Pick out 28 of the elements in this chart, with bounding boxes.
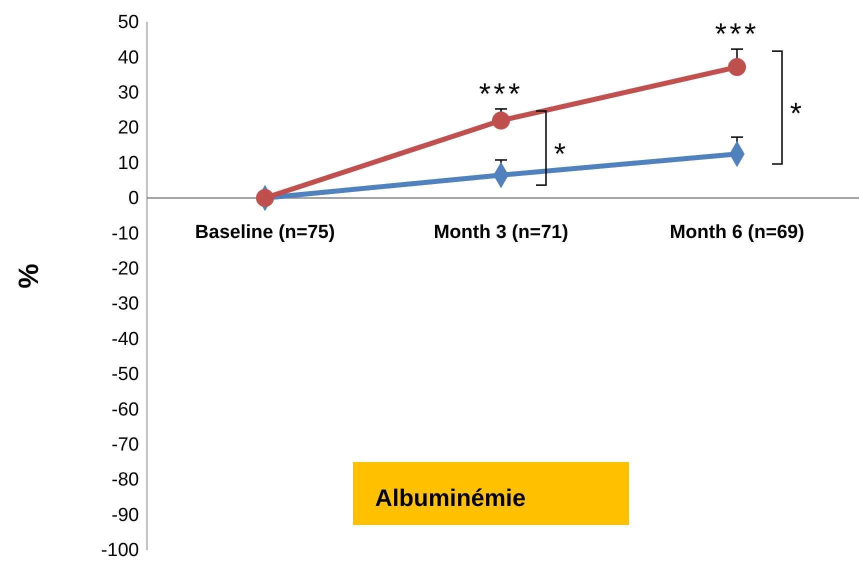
- y-tick-label: 0: [128, 188, 139, 210]
- y-tick-label: -30: [112, 294, 139, 315]
- y-tick-label: -60: [112, 399, 139, 420]
- y-tick-label: -80: [112, 470, 139, 491]
- y-tick-label: 50: [118, 12, 139, 34]
- annotation: ***: [714, 18, 760, 52]
- y-tick-label: -50: [112, 364, 139, 386]
- y-tick-label: -70: [112, 434, 139, 456]
- y-tick-label: 40: [118, 47, 139, 68]
- y-tick-label: 20: [118, 118, 139, 139]
- annotation: Albuminémie: [375, 485, 526, 512]
- annotation: *: [554, 138, 566, 172]
- x-tick-label: Month 6 (n=69): [670, 222, 804, 243]
- y-axis-title: %: [13, 263, 44, 288]
- x-tick-label: Month 3 (n=71): [434, 222, 568, 243]
- y-tick-label: -90: [112, 504, 139, 526]
- annotation: ***: [478, 78, 524, 111]
- x-tick-label: Baseline (n=75): [195, 222, 335, 243]
- y-tick-label: -20: [112, 258, 139, 280]
- y-tick-label: -100: [100, 540, 139, 562]
- point: [256, 189, 274, 207]
- point: [728, 58, 746, 76]
- y-tick-label: -40: [112, 328, 139, 350]
- annotation: *: [790, 98, 802, 131]
- y-tick-label: 10: [118, 152, 139, 174]
- point: [492, 112, 510, 130]
- y-tick-label: 30: [118, 82, 139, 104]
- y-tick-label: -10: [112, 223, 139, 244]
